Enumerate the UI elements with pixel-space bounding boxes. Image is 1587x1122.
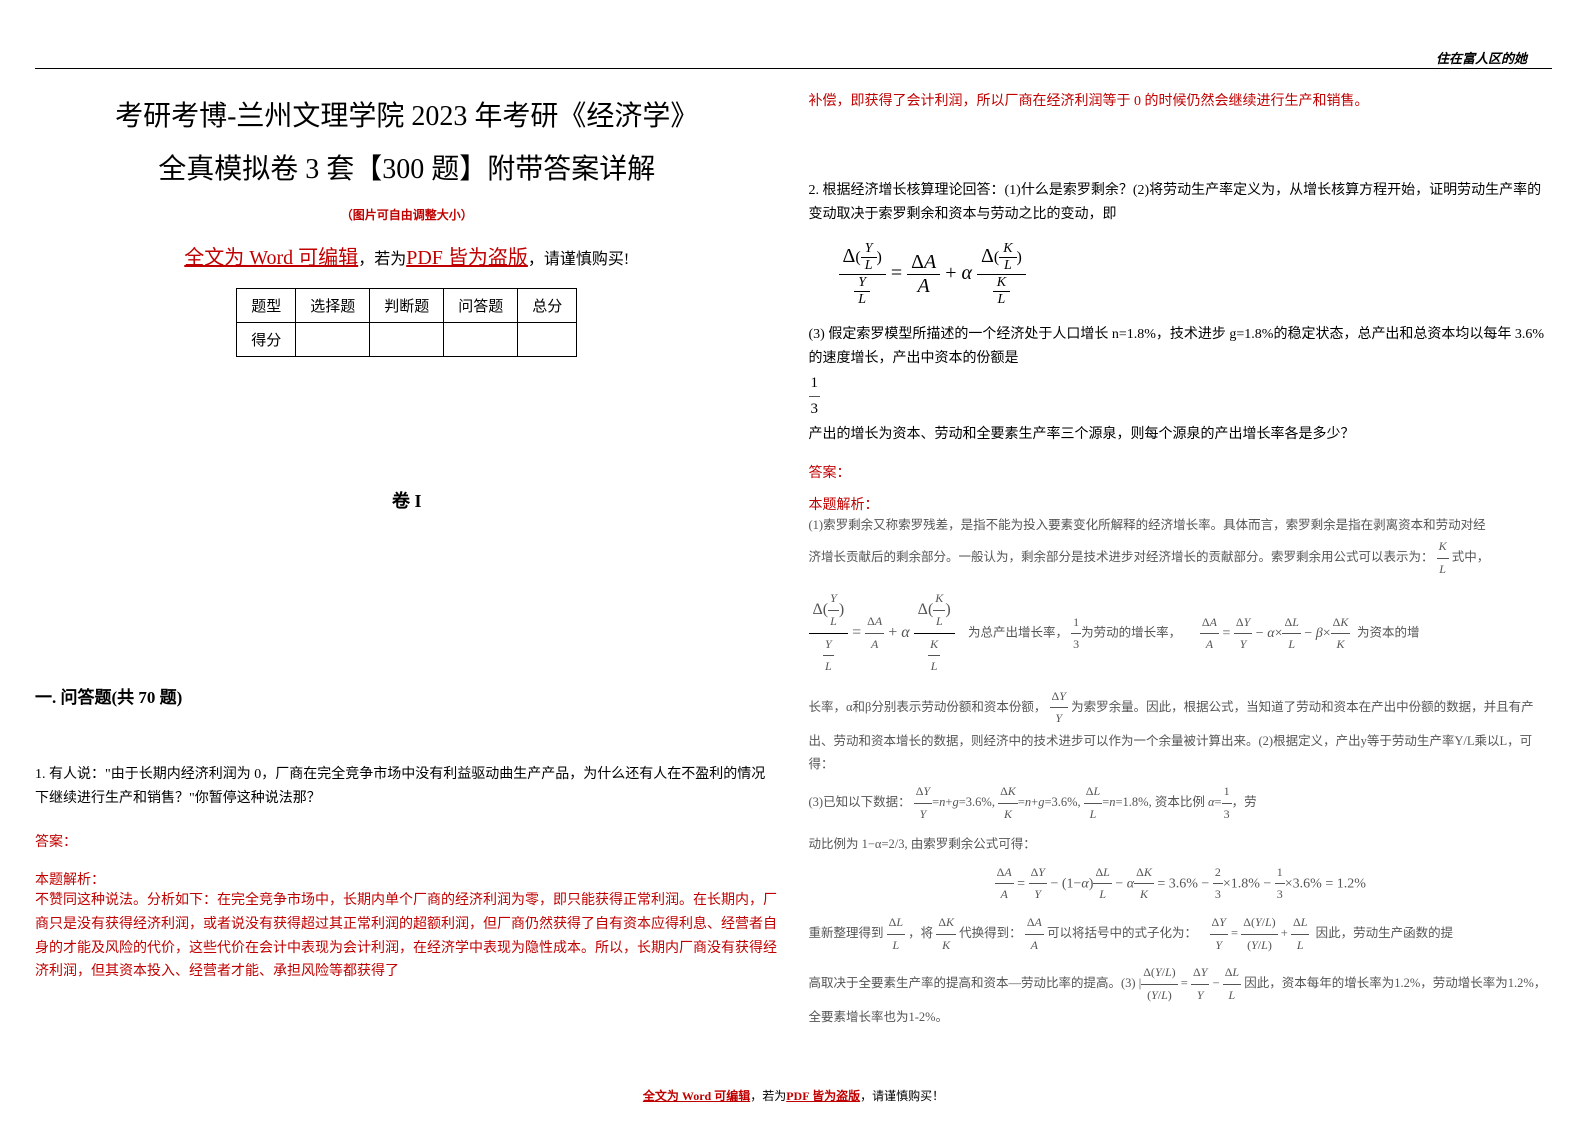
q2-data-line: (3)已知以下数据： ΔYY=n+g=3.6%, ΔKK=n+g=3.6%, Δ…	[809, 781, 1553, 825]
th-choice: 选择题	[296, 289, 370, 323]
right-column: 补偿，即获得了会计利润，所以厂商在经济利润等于 0 的时候仍然会继续进行生产和销…	[809, 90, 1553, 1070]
word-edit-notice: 全文为 Word 可编辑，若为PDF 皆为盗版，请谨慎购买!	[35, 241, 779, 270]
pdf-pirate-text: PDF 皆为盗版	[406, 247, 528, 269]
footer-mid: ，若为	[750, 1089, 786, 1103]
main-formula: Δ(YL) YL = ΔAA + α Δ(KL) KL	[839, 241, 1553, 308]
word-editable-text: 全文为 Word 可编辑	[184, 247, 358, 269]
two-column-layout: 考研考博-兰州文理学院 2023 年考研《经济学》 全真模拟卷 3 套【300 …	[35, 90, 1552, 1070]
main-title: 考研考博-兰州文理学院 2023 年考研《经济学》 全真模拟卷 3 套【300 …	[35, 90, 779, 196]
th-type: 题型	[237, 289, 296, 323]
rearr-suf: 可以将括号中的式子化为：	[1047, 926, 1197, 940]
td-empty	[370, 323, 444, 357]
suffix3: 为资本的增	[1357, 626, 1420, 640]
q2-analysis-p3: 长率，α和β分别表示劳动份额和资本份额， ΔYY 为索罗余量。因此，根据公式，当…	[809, 686, 1553, 775]
q1-continuation: 补偿，即获得了会计利润，所以厂商在经济利润等于 0 的时候仍然会继续进行生产和销…	[809, 90, 1553, 114]
p4: (3)已知以下数据：	[809, 795, 911, 809]
q2-p5: 动比例为 1−α=2/3, 由索罗剩余公式可得：	[809, 833, 1553, 856]
title-line-1: 考研考博-兰州文理学院 2023 年考研《经济学》	[115, 101, 698, 132]
header-divider	[35, 68, 1552, 69]
table-score-row: 得分	[237, 323, 577, 357]
rearrange-line: 重新整理得到 ΔLL ，将 ΔKK 代换得到： ΔAA 可以将括号中的式子化为：…	[809, 912, 1553, 956]
q2-analysis-p1b: 济增长贡献后的剩余部分。一般认为，剩余部分是技术进步对经济增长的贡献部分。索罗剩…	[809, 536, 1553, 580]
suffix2: 为劳动的增长率，	[1081, 626, 1181, 640]
notice-suffix: ，请谨慎购买!	[528, 251, 629, 268]
footer-pdf: PDF 皆为盗版	[786, 1089, 860, 1103]
th-judge: 判断题	[370, 289, 444, 323]
calc-formula: ΔAA = ΔYY − (1−α)ΔLL − αΔKK = 3.6% − 23×…	[809, 862, 1553, 906]
q2-analysis-p1: (1)索罗剩余又称索罗残差，是指不能为投入要素变化所解释的经济增长率。具体而言，…	[809, 514, 1553, 537]
q1-analysis-text: 不赞同这种说法。分析如下：在完全竞争市场中，长期内单个厂商的经济利润为零，即只能…	[35, 889, 779, 984]
table-header-row: 题型 选择题 判断题 问答题 总分	[237, 289, 577, 323]
volume-label: 卷 I	[35, 487, 779, 513]
notice-mid: ，若为	[358, 251, 406, 268]
footer-word: 全文为 Word 可编辑	[643, 1089, 750, 1103]
question-1-text: 1. 有人说："由于长期内经济利润为 0，厂商在完全竞争市场中没有利益驱动曲生产…	[35, 763, 779, 811]
suffix1: 为总产出增长率，	[968, 626, 1068, 640]
footer-suffix: ，请谨慎购买！	[860, 1089, 944, 1103]
q2-sub3: (3) 假定索罗模型所描述的一个经济处于人口增长 n=1.8%，技术进步 g=1…	[809, 323, 1553, 371]
footer-notice: 全文为 Word 可编辑，若为PDF 皆为盗版，请谨慎购买！	[0, 1087, 1587, 1104]
q2-answer-label: 答案：	[809, 462, 1553, 482]
left-column: 考研考博-兰州文理学院 2023 年考研《经济学》 全真模拟卷 3 套【300 …	[35, 90, 779, 1070]
rearr-mid: ，将	[908, 926, 933, 940]
th-qa: 问答题	[444, 289, 518, 323]
rearr-end: 因此，劳动生产函数的提	[1316, 926, 1454, 940]
th-total: 总分	[518, 289, 577, 323]
one-third-fraction: 13	[809, 371, 1553, 423]
section-heading: 一. 问答题(共 70 题)	[35, 683, 779, 708]
title-line-2: 全真模拟卷 3 套【300 题】附带答案详解	[158, 154, 655, 185]
p1b: 济增长贡献后的剩余部分。一般认为，剩余部分是技术进步对经济增长的贡献部分。索罗剩…	[809, 550, 1434, 564]
question-2-text: 2. 根据经济增长核算理论回答：(1)什么是索罗剩余？(2)将劳动生产率定义为，…	[809, 179, 1553, 227]
analysis-label: 本题解析：	[35, 869, 779, 889]
p3a: 长率，α和β分别表示劳动份额和资本份额，	[809, 700, 1047, 714]
final-a: 高取决于全要素生产率的提高和资本—劳动比率的提高。(3)	[809, 976, 1136, 990]
q2-analysis-label: 本题解析：	[809, 494, 1553, 514]
rearr-mid2: 代换得到：	[959, 926, 1022, 940]
td-empty	[444, 323, 518, 357]
formula-row-2: Δ(YL)YL = ΔAA + α Δ(KL)KL 为总产出增长率， 13为劳动…	[809, 588, 1553, 677]
final-line: 高取决于全要素生产率的提高和资本—劳动比率的提高。(3) |Δ(Y/L)(Y/L…	[809, 962, 1553, 1029]
answer-label: 答案：	[35, 831, 779, 851]
td-score-label: 得分	[237, 323, 296, 357]
score-table: 题型 选择题 判断题 问答题 总分 得分	[236, 288, 577, 357]
p1a: (1)索罗剩余又称索罗残差，是指不能为投入要素变化所解释的经济增长率。具体而言，…	[809, 518, 1486, 532]
td-empty	[518, 323, 577, 357]
rearr1: 重新整理得到	[809, 926, 884, 940]
header-watermark: 住在富人区的她	[1436, 48, 1527, 67]
td-empty	[296, 323, 370, 357]
image-resize-note: （图片可自由调整大小）	[35, 206, 779, 223]
q2-sub3-cont: 产出的增长为资本、劳动和全要素生产率三个源泉，则每个源泉的产出增长率各是多少？	[809, 423, 1553, 447]
